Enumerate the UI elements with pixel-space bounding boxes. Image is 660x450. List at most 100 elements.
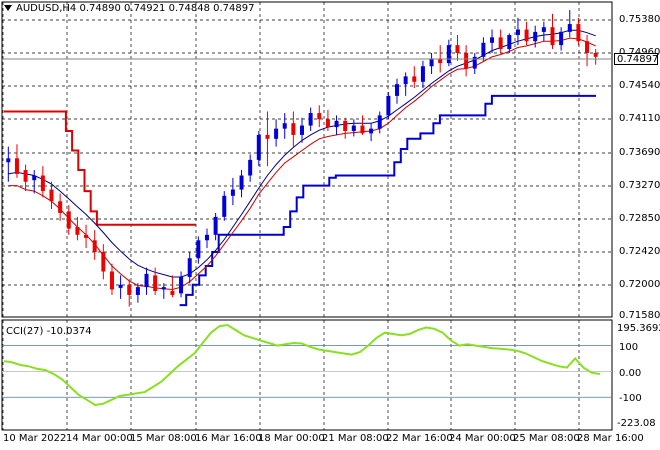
time-axis-label: 28 Mar 16:00: [577, 433, 644, 444]
candle-body: [351, 125, 356, 132]
candle-body: [559, 31, 564, 46]
candle-body: [32, 175, 37, 181]
time-axis-label: 10 Mar 2022: [3, 433, 67, 444]
candle-body: [118, 284, 123, 288]
price-axis-label: 0.74960: [619, 47, 660, 59]
cci-axis-label: -100: [619, 393, 642, 404]
candle-body: [58, 201, 63, 213]
symbol-label: AUDUSD,H4: [16, 3, 77, 14]
candlestick-series[interactable]: [6, 10, 598, 307]
cci-axis-label: 100: [619, 342, 639, 353]
candle-body: [472, 56, 477, 69]
collapse-triangle-icon[interactable]: [4, 5, 12, 11]
candle-body: [464, 52, 469, 69]
candle-body: [325, 119, 330, 128]
candle-body: [92, 240, 97, 252]
candle-body: [541, 27, 546, 32]
candle-body: [144, 273, 149, 288]
cci-axis-label: 0.00: [619, 368, 642, 379]
candle-body: [343, 120, 348, 132]
time-axis-label: 16 Mar 16:00: [195, 433, 262, 444]
candle-body: [498, 37, 503, 50]
cci-line: [3, 323, 601, 407]
candle-body: [317, 113, 322, 120]
candle-body: [550, 27, 555, 46]
candle-body: [377, 115, 382, 129]
ma-fast-line: [8, 37, 596, 291]
candle-body: [291, 123, 296, 135]
candle-body: [334, 120, 339, 128]
candle-body: [75, 227, 80, 235]
ohlc-high: 0.74921: [124, 3, 166, 14]
candle-body: [481, 42, 486, 57]
candle-body: [412, 76, 417, 82]
price-axis-label: 0.75380: [619, 14, 660, 25]
candle-body: [222, 195, 227, 217]
candle-body: [101, 251, 106, 272]
candle-body: [187, 258, 192, 277]
price-axis-label: 0.74540: [619, 80, 660, 91]
candle-body: [429, 58, 434, 67]
candle-body: [490, 37, 495, 43]
trailing-stop-bear: [4, 110, 196, 226]
cci-axis-label: -223.08: [617, 418, 656, 429]
candle-body: [567, 24, 572, 32]
candle-body: [230, 189, 235, 196]
candle-body: [585, 41, 590, 53]
time-axis-label: 24 Mar 00:00: [449, 433, 516, 444]
price-axis-label: 0.73270: [619, 180, 660, 191]
price-axis-label: 0.72000: [619, 279, 660, 290]
candle-body: [438, 58, 443, 64]
cci-indicator-title: CCI(27) -10.0374: [6, 326, 92, 337]
candle-body: [403, 76, 408, 85]
ohlc-close: 0.74897: [213, 3, 255, 14]
candle-body: [84, 234, 89, 238]
cci-axis-label: 195.3692: [617, 323, 660, 334]
candle-body: [248, 159, 253, 176]
candle-body: [369, 128, 374, 134]
candle-body: [360, 125, 365, 134]
candle-body: [308, 113, 313, 126]
price-axis-label: 0.71580: [619, 310, 660, 321]
time-axis-label: 25 Mar 08:00: [513, 433, 580, 444]
time-axis-label: 15 Mar 08:00: [130, 433, 197, 444]
cci-series: [3, 323, 601, 407]
cci-level-lines: [2, 345, 612, 398]
time-axis-label: 22 Mar 16:00: [386, 433, 453, 444]
candle-body: [40, 175, 45, 192]
candle-body: [161, 287, 166, 290]
candle-body: [256, 134, 261, 160]
candle-body: [265, 134, 270, 139]
candle-body: [127, 284, 132, 295]
candle-body: [576, 24, 581, 42]
price-axis-label: 0.74110: [619, 113, 660, 124]
candle-body: [593, 52, 598, 57]
ohlc-open: 0.74890: [79, 3, 121, 14]
price-axis-label: 0.72850: [619, 213, 660, 224]
candle-body: [179, 276, 184, 294]
candle-body: [420, 66, 425, 82]
candle-body: [135, 287, 140, 295]
time-axis-label: 18 Mar 00:00: [258, 433, 325, 444]
candle-body: [507, 35, 512, 50]
candle-body: [204, 234, 209, 241]
price-axis-label: 0.73690: [619, 147, 660, 158]
candle-body: [66, 211, 71, 229]
candle-body: [515, 29, 520, 36]
candle-body: [49, 189, 54, 202]
symbol-header: AUDUSD,H4 0.74890 0.74921 0.74848 0.7489…: [4, 3, 254, 15]
candle-body: [153, 275, 158, 292]
ohlc-low: 0.74848: [168, 3, 210, 14]
candle-body: [446, 45, 451, 64]
candle-body: [386, 95, 391, 116]
candle-body: [274, 128, 279, 139]
candle-body: [395, 84, 400, 96]
candle-body: [14, 158, 19, 174]
candle-body: [6, 158, 11, 163]
candle-body: [533, 31, 538, 42]
time-axis-label: 14 Mar 00:00: [66, 433, 133, 444]
candle-body: [213, 216, 218, 235]
candle-body: [109, 271, 114, 290]
main-plot-border: [1, 1, 613, 318]
